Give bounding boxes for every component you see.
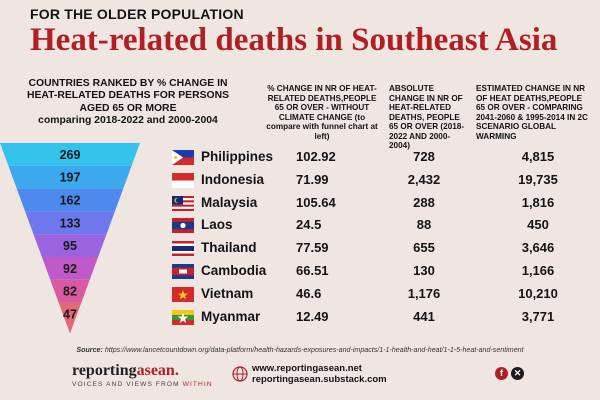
funnel-band <box>58 302 82 326</box>
flag-la-icon <box>172 218 194 234</box>
funnel-band <box>41 257 99 280</box>
est-change-value: 1,816 <box>521 194 555 210</box>
country-name: Myanmar <box>201 308 261 324</box>
source-line: Source: https://www.lancetcountdown.org/… <box>0 346 600 354</box>
website-link[interactable]: www.reportingasean.net <box>252 363 362 374</box>
funnel-band <box>0 143 140 166</box>
flag-th-icon <box>172 241 194 257</box>
est-change-value: 1,166 <box>521 263 555 278</box>
table-row: Philippines 102.92 728 4,815 <box>0 147 600 169</box>
table-row: Thailand 77.59 655 3,646 <box>0 238 600 260</box>
country-name: Indonesia <box>201 171 265 187</box>
intro-line-2: HEAT-RELATED DEATHS FOR PERSONS <box>26 90 230 102</box>
pct-change-value: 24.5 <box>296 217 322 233</box>
funnel-value-label: 133 <box>60 216 81 230</box>
country-name: Malaysia <box>201 194 258 210</box>
funnel-value-label: 95 <box>63 239 77 253</box>
brand-tagline: VOICES AND VIEWS FROM WITHIN <box>72 381 213 388</box>
intro-text: COUNTRIES RANKED BY % CHANGE IN HEAT-REL… <box>14 78 242 127</box>
source-url[interactable]: https://www.lancetcountdown.org/data-pla… <box>104 346 524 354</box>
brand-name-main: reporting <box>72 362 137 379</box>
intro-line-4: comparing 2018-2022 and 2000-2004 <box>38 114 218 126</box>
brand-tagline-main: VOICES AND VIEWS FROM <box>72 381 183 388</box>
funnel-value-label: 82 <box>63 285 77 299</box>
flag-kh-icon <box>172 264 194 279</box>
intro-line-1: COUNTRIES RANKED BY % CHANGE IN <box>28 78 228 89</box>
abs-change-value: 1,176 <box>407 285 441 301</box>
flag-id-icon <box>172 172 194 188</box>
pct-change-value: 12.49 <box>296 308 329 324</box>
funnel-value-label: 162 <box>60 194 81 208</box>
abs-change-value: 130 <box>413 263 435 278</box>
table-row: Malaysia 105.64 288 1,816 <box>0 193 600 215</box>
est-change-value: 3,771 <box>521 308 555 324</box>
funnel-band <box>16 188 124 212</box>
table-row: Laos 24.5 88 450 <box>0 215 600 237</box>
pct-change-value: 105.64 <box>296 194 336 210</box>
abs-change-value: 441 <box>413 308 435 324</box>
pct-change-value: 46.6 <box>296 285 322 301</box>
flag-mm-icon <box>172 309 194 325</box>
est-change-value: 10,210 <box>518 285 558 301</box>
funnel-band <box>33 234 107 257</box>
facebook-icon[interactable]: f <box>495 367 508 380</box>
funnel-svg: 269 197 162 133 95 92 82 47 <box>0 143 140 334</box>
abs-change-value: 88 <box>416 217 432 233</box>
brand-name: reportingasean. <box>72 362 213 380</box>
funnel-band <box>25 211 115 235</box>
funnel-tip <box>67 325 73 334</box>
table-row: Cambodia 66.51 130 1,166 <box>0 261 600 283</box>
est-change-value: 3,646 <box>521 240 555 256</box>
funnel-value-label: 269 <box>60 148 81 162</box>
country-name: Vietnam <box>201 285 254 301</box>
page-title: Heat-related deaths in Southeast Asia <box>30 22 558 58</box>
intro-line-3: AGED 65 OR MORE <box>79 102 177 114</box>
table-row: Indonesia 71.99 2,432 19,735 <box>0 170 600 192</box>
funnel-band <box>8 165 132 189</box>
substack-link[interactable]: reportingasean.substack.com <box>252 373 387 385</box>
est-change-value: 4,815 <box>521 149 555 164</box>
pct-change-value: 77.59 <box>296 240 329 256</box>
abs-change-value: 728 <box>413 149 435 164</box>
abs-change-value: 288 <box>413 194 435 210</box>
funnel-value-label: 47 <box>63 308 77 322</box>
globe-icon <box>232 366 248 382</box>
funnel-value-label: 92 <box>63 262 77 276</box>
est-change-value: 19,735 <box>518 171 558 187</box>
est-change-value: 450 <box>527 217 549 233</box>
brand-logo: reportingasean. VOICES AND VIEWS FROM WI… <box>72 362 213 388</box>
column-header-pct-change: % CHANGE IN NR OF HEAT-RELATED DEATHS,PE… <box>266 84 378 141</box>
abs-change-value: 2,432 <box>407 171 441 187</box>
footer-links: www.reportingasean.net reportingasean.su… <box>252 363 387 386</box>
flag-ph-icon <box>172 150 194 165</box>
funnel-chart: 269 197 162 133 95 92 82 47 <box>0 143 172 338</box>
country-name: Cambodia <box>201 263 267 278</box>
pct-change-value: 102.92 <box>296 149 336 164</box>
country-name: Thailand <box>201 240 257 256</box>
column-header-abs-change: ABSOLUTE CHANGE IN NR OF HEAT-RELATED DE… <box>389 84 465 151</box>
country-name: Laos <box>201 217 233 233</box>
funnel-band <box>50 279 90 303</box>
table-row: Vietnam 46.6 1,176 10,210 <box>0 284 600 306</box>
table-row: Myanmar 12.49 441 3,771 <box>0 307 600 329</box>
flag-vn-icon <box>172 286 194 302</box>
abs-change-value: 655 <box>413 240 435 256</box>
source-label: Source: <box>76 346 103 354</box>
country-name: Philippines <box>201 149 274 164</box>
column-header-est-change: ESTIMATED CHANGE IN NR OF HEAT DEATHS,PE… <box>476 84 588 141</box>
supertitle: FOR THE OLDER POPULATION <box>30 6 244 22</box>
x-icon[interactable]: ✕ <box>511 367 524 380</box>
funnel-value-label: 197 <box>60 171 81 185</box>
brand-tagline-accent: WITHIN <box>182 381 213 388</box>
pct-change-value: 66.51 <box>296 263 329 278</box>
pct-change-value: 71.99 <box>296 171 329 187</box>
flag-my-icon <box>172 195 194 211</box>
brand-name-accent: asean. <box>136 362 179 379</box>
